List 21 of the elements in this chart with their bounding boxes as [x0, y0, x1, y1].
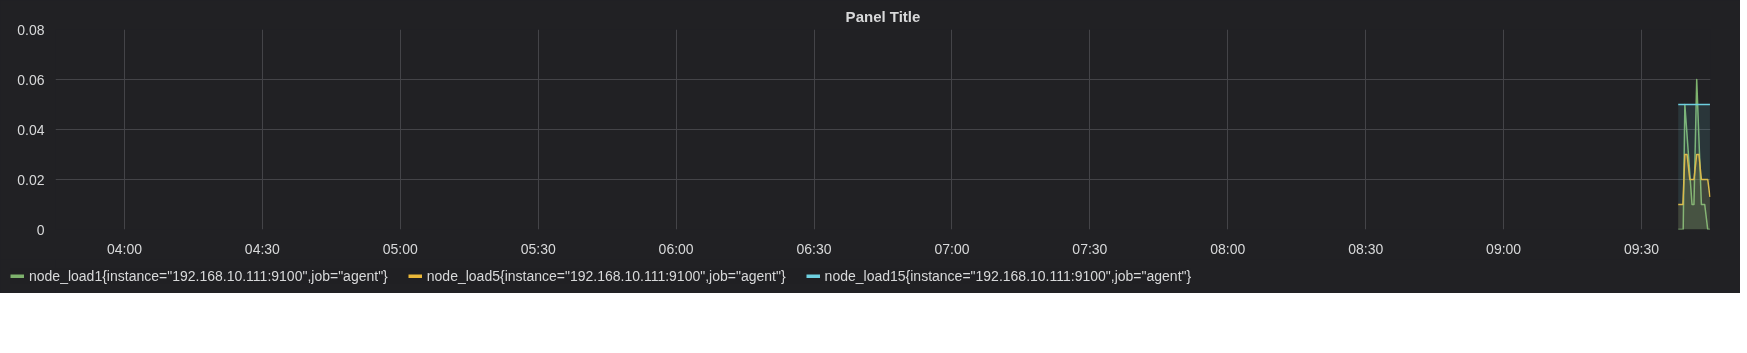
x-tick-label: 09:00 — [1486, 240, 1522, 257]
x-tick-label: 07:00 — [934, 240, 970, 257]
x-tick-label: 06:00 — [658, 240, 694, 257]
x-tick-label: 04:30 — [244, 240, 281, 257]
x-tick-label: 08:00 — [1210, 240, 1246, 257]
x-tick-label: 09:30 — [1624, 240, 1660, 257]
x-tick-label: 06:30 — [796, 240, 832, 257]
x-tick-label: 07:30 — [1072, 240, 1108, 257]
x-tick-label: 04:00 — [106, 240, 143, 257]
y-tick-label: 0.08 — [17, 21, 45, 38]
legend-label: node_load1{instance="192.168.10.111:9100",job="agent"} — [29, 268, 388, 284]
chart-title: Panel Title — [845, 7, 921, 25]
x-tick-label: 05:00 — [382, 240, 419, 257]
y-tick-label: 0 — [36, 221, 45, 238]
y-tick-label: 0.04 — [17, 121, 45, 138]
y-tick-label: 0.02 — [17, 171, 45, 188]
x-tick-label: 05:30 — [520, 240, 556, 257]
x-tick-label: 08:30 — [1348, 240, 1384, 257]
y-tick-label: 0.06 — [17, 71, 45, 88]
legend-label: node_load15{instance="192.168.10.111:9100",job="agent"} — [824, 268, 1192, 284]
legend-label: node_load5{instance="192.168.10.111:9100",job="agent"} — [426, 268, 786, 284]
